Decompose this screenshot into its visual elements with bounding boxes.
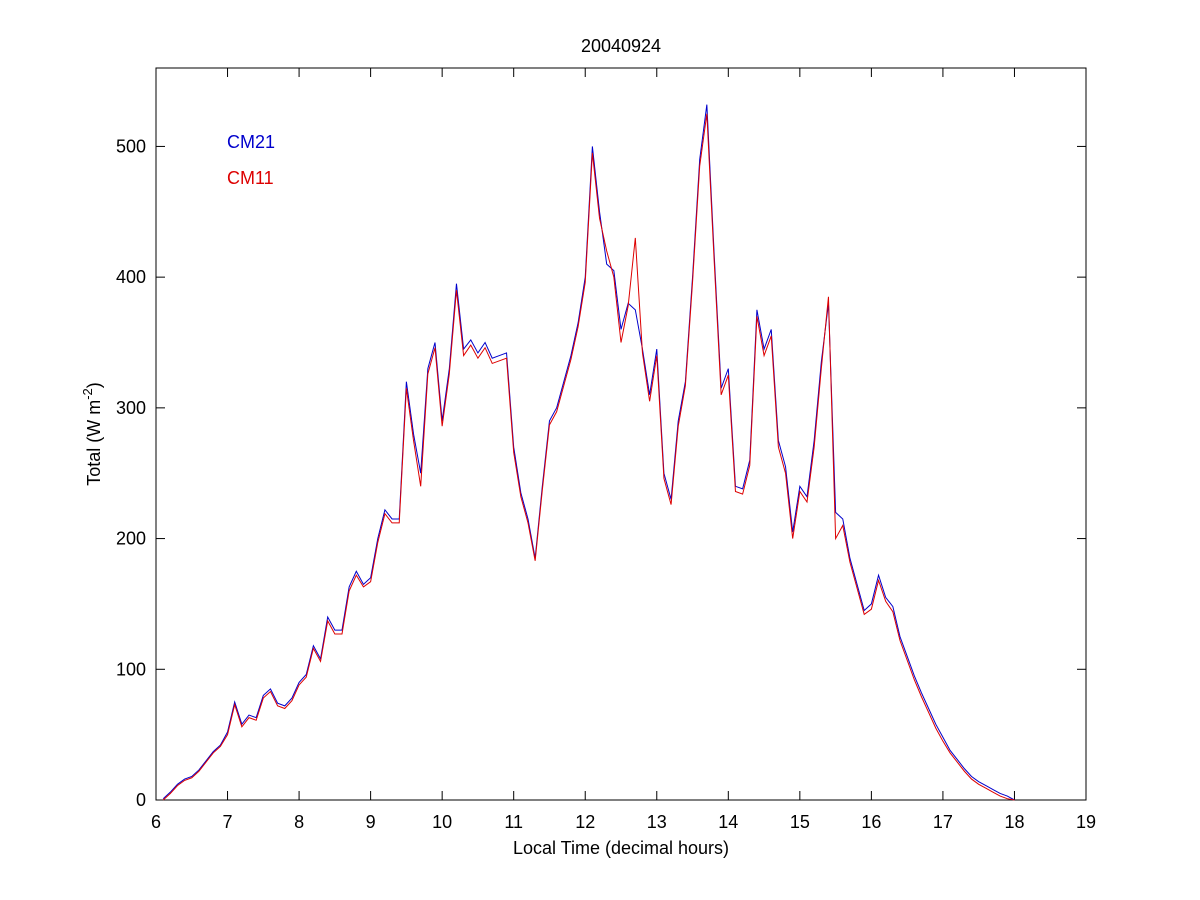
- x-tick-label: 7: [223, 812, 233, 832]
- chart-title: 20040924: [581, 36, 661, 56]
- x-tick-label: 13: [647, 812, 667, 832]
- y-axis-label-end: ): [84, 382, 104, 388]
- x-tick-label: 12: [575, 812, 595, 832]
- x-tick-label: 17: [933, 812, 953, 832]
- y-tick-label: 100: [116, 659, 146, 679]
- plot-frame: [155, 67, 1087, 801]
- legend-label: CM11: [227, 168, 274, 188]
- x-tick-label: 11: [504, 812, 523, 832]
- x-tick-label: 6: [151, 812, 161, 832]
- x-tick-label: 9: [366, 812, 376, 832]
- series-line: [162, 113, 1015, 801]
- y-axis-label: Total (W m-2): [80, 382, 104, 486]
- y-tick-label: 200: [116, 529, 146, 549]
- x-tick-label: 16: [861, 812, 881, 832]
- x-tick-label: 10: [432, 812, 452, 832]
- x-tick-label: 18: [1004, 812, 1024, 832]
- x-axis-label: Local Time (decimal hours): [513, 838, 729, 858]
- x-tick-label: 19: [1076, 812, 1096, 832]
- y-tick-label: 300: [116, 398, 146, 418]
- y-tick-label: 400: [116, 267, 146, 287]
- x-tick-label: 15: [790, 812, 810, 832]
- x-tick-label: 8: [294, 812, 304, 832]
- y-tick-label: 0: [136, 790, 146, 810]
- y-tick-label: 500: [116, 136, 146, 156]
- y-axis-label-text: Total (W m: [84, 400, 104, 486]
- x-tick-label: 14: [718, 812, 738, 832]
- legend-label: CM21: [227, 132, 275, 152]
- y-axis-label-sup: -2: [80, 388, 95, 400]
